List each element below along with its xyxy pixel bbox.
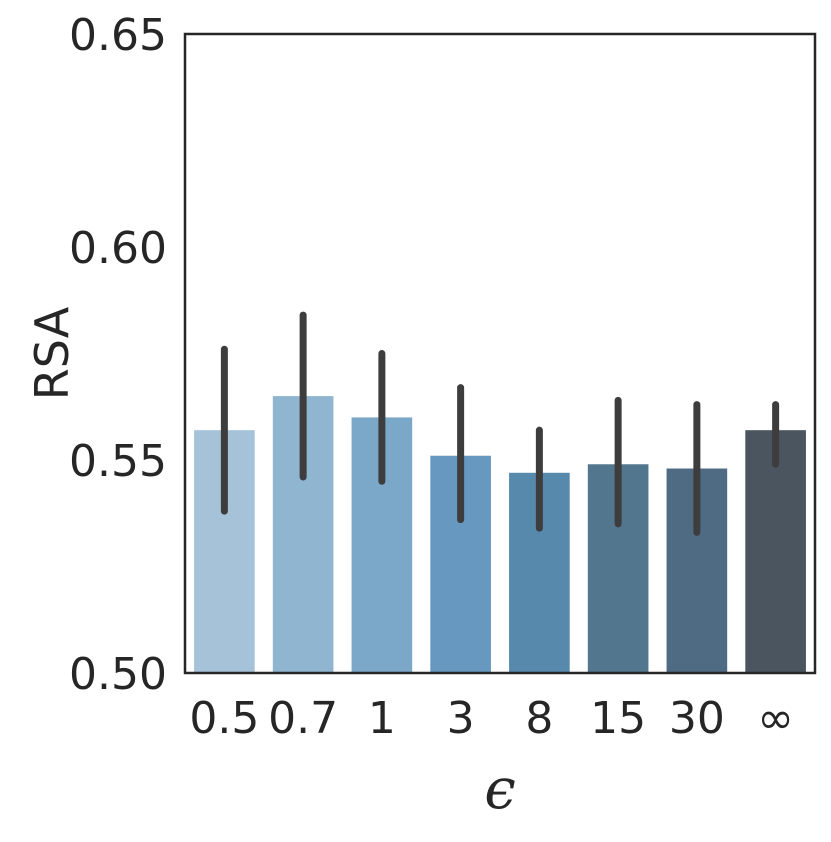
plot-frame	[183, 32, 817, 675]
x-tick-label-2: 1	[368, 693, 396, 744]
error-bars-group	[220, 311, 780, 536]
x-tick-label-5: 15	[590, 693, 646, 744]
x-tick-label-0: 0.5	[189, 693, 259, 744]
bar-7	[745, 430, 806, 673]
y-tick-label-2: 0.60	[69, 223, 167, 274]
y-tick-label-0: 0.50	[69, 649, 167, 700]
x-tick-label-4: 8	[525, 693, 553, 744]
x-tick-label-7: ∞	[757, 693, 794, 744]
y-tick-labels: 0.50 0.55 0.60 0.65	[69, 10, 167, 700]
x-tick-label-3: 3	[447, 693, 475, 744]
x-tick-labels: 0.5 0.7 1 3 8 15 30 ∞	[189, 693, 794, 744]
x-tick-label-6: 30	[669, 693, 725, 744]
y-axis-title: RSA	[25, 306, 79, 400]
y-tick-label-3: 0.65	[69, 10, 167, 61]
x-axis-title: ϵ	[484, 757, 515, 822]
x-tick-label-1: 0.7	[268, 693, 338, 744]
bars-group	[194, 396, 806, 673]
y-tick-label-1: 0.55	[69, 436, 167, 487]
